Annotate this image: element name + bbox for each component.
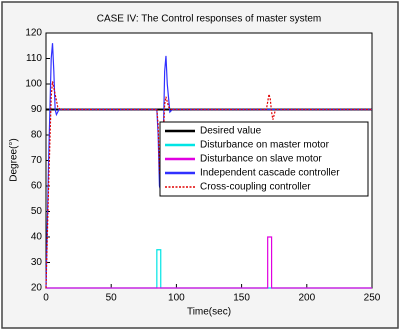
y-axis-label: Degree(°): [9, 138, 20, 181]
chart-title: CASE IV: The Control responses of master…: [97, 14, 322, 25]
y-tick-label: 100: [25, 79, 42, 90]
legend-label: Cross-coupling controller: [200, 182, 311, 193]
y-tick-label: 80: [31, 130, 43, 141]
legend-label: Disturbance on master motor: [200, 140, 330, 151]
x-tick-label: 100: [168, 293, 185, 304]
x-axis-label: Time(sec): [187, 307, 231, 318]
legend-label: Disturbance on slave motor: [200, 154, 322, 165]
x-tick-label: 150: [233, 293, 250, 304]
y-tick-label: 30: [31, 257, 43, 268]
series-line: [45, 81, 372, 289]
x-tick-label: 250: [364, 293, 381, 304]
x-tick-label: 0: [43, 293, 49, 304]
legend-label: Desired value: [200, 126, 262, 137]
legend-label: Independent cascade controller: [200, 168, 340, 179]
y-tick-label: 70: [31, 155, 43, 166]
y-tick-label: 20: [31, 283, 43, 294]
y-tick-label: 50: [31, 206, 43, 217]
x-tick-label: 50: [106, 293, 118, 304]
y-tick-label: 40: [31, 232, 43, 243]
y-tick-label: 120: [25, 28, 42, 39]
y-tick-label: 60: [31, 181, 43, 192]
y-tick-label: 90: [31, 104, 43, 115]
x-tick-label: 200: [298, 293, 315, 304]
series-line: [46, 236, 372, 289]
y-tick-label: 110: [26, 53, 42, 64]
